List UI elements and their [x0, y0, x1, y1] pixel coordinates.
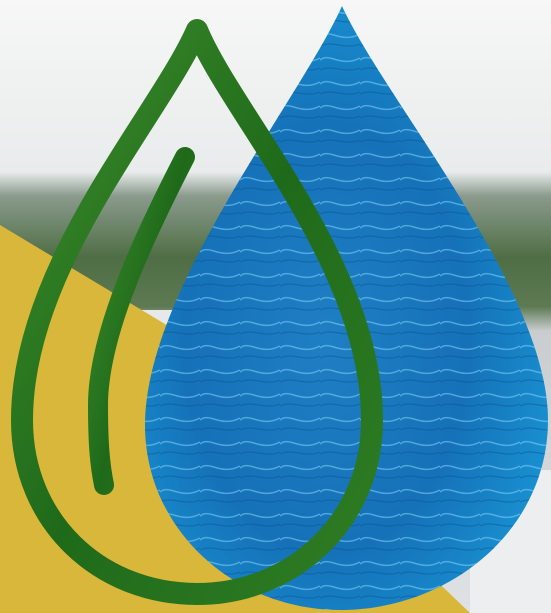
- green-drop: [11, 19, 383, 605]
- drop-inner-curve: [87, 147, 195, 495]
- drop-outline: [11, 19, 383, 605]
